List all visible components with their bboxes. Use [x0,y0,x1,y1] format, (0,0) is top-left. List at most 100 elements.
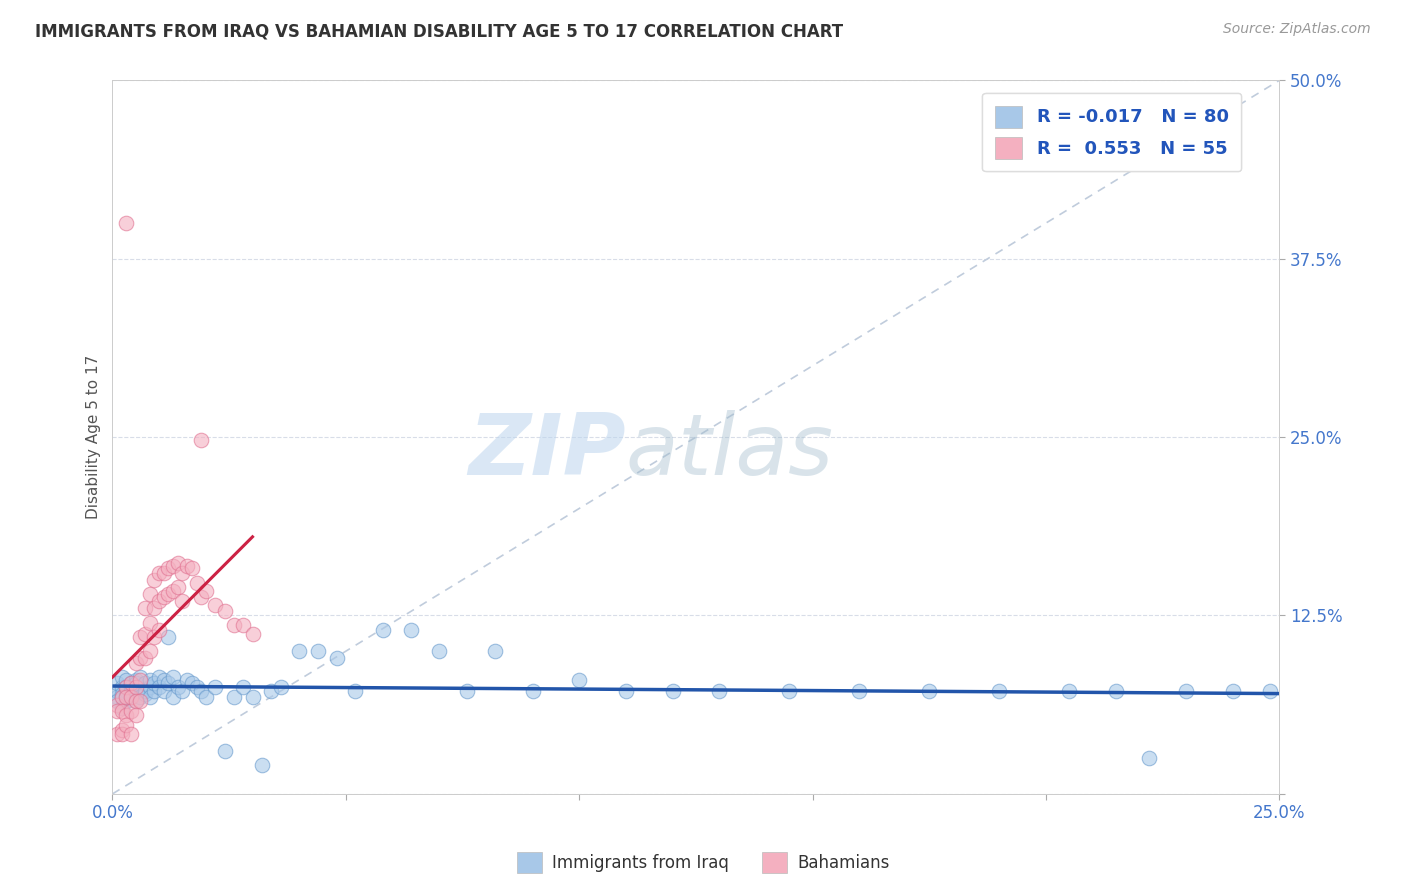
Point [115,684,138,698]
Point [129,673,152,687]
Point [918,684,941,698]
Point [157,675,180,690]
Point [172,594,194,608]
Point [129,630,152,644]
Point [125,673,148,687]
Point [129,694,152,708]
Point [134,675,156,690]
Point [988,684,1011,698]
Point [105,675,128,690]
Point [166,680,188,694]
Point [143,675,166,690]
Point [139,680,162,694]
Point [120,727,142,741]
Point [176,558,198,573]
Point [111,701,134,715]
Point [162,584,184,599]
Point [1137,751,1160,765]
Legend: Immigrants from Iraq, Bahamians: Immigrants from Iraq, Bahamians [510,846,896,880]
Point [157,630,180,644]
Point [134,687,156,701]
Point [232,680,254,694]
Point [307,644,329,658]
Point [111,727,134,741]
Point [111,687,134,701]
Point [105,684,128,698]
Point [125,675,148,690]
Point [115,690,138,704]
Text: ZIP: ZIP [468,409,626,493]
Point [129,670,152,684]
Point [194,690,217,704]
Point [125,656,148,670]
Point [120,675,142,690]
Point [125,680,148,694]
Point [250,758,273,772]
Point [260,684,283,698]
Point [242,627,264,641]
Point [115,216,138,230]
Text: Source: ZipAtlas.com: Source: ZipAtlas.com [1223,22,1371,37]
Point [180,561,202,575]
Point [186,575,208,590]
Point [1258,684,1281,698]
Point [105,690,128,704]
Point [427,644,450,658]
Point [456,684,478,698]
Point [105,694,128,708]
Point [143,684,166,698]
Point [214,604,236,618]
Point [120,675,142,690]
Point [111,704,134,718]
Point [139,644,162,658]
Point [105,704,128,718]
Point [288,644,311,658]
Point [709,684,731,698]
Point [115,673,138,687]
Point [143,601,166,615]
Point [162,558,184,573]
Point [176,673,198,687]
Text: IMMIGRANTS FROM IRAQ VS BAHAMIAN DISABILITY AGE 5 TO 17 CORRELATION CHART: IMMIGRANTS FROM IRAQ VS BAHAMIAN DISABIL… [35,22,844,40]
Point [1105,684,1128,698]
Point [148,566,170,580]
Point [172,684,194,698]
Point [344,684,367,698]
Y-axis label: Disability Age 5 to 17: Disability Age 5 to 17 [86,355,101,519]
Point [204,599,226,613]
Point [162,670,184,684]
Point [190,590,212,604]
Point [143,630,166,644]
Point [568,673,591,687]
Point [522,684,544,698]
Point [157,587,180,601]
Point [153,590,176,604]
Point [614,684,637,698]
Point [148,594,170,608]
Point [111,690,134,704]
Point [120,704,142,718]
Point [105,727,128,741]
Point [778,684,800,698]
Point [115,708,138,723]
Point [125,694,148,708]
Point [148,680,170,694]
Point [1222,684,1244,698]
Point [139,690,162,704]
Point [1059,684,1081,698]
Point [214,744,236,758]
Point [143,573,166,587]
Point [120,684,142,698]
Point [115,680,138,694]
Point [222,618,245,632]
Point [148,623,170,637]
Point [1175,684,1198,698]
Point [180,675,202,690]
Point [186,680,208,694]
Point [399,623,422,637]
Point [190,433,212,447]
Point [484,644,506,658]
Point [120,680,142,694]
Point [166,556,188,570]
Point [139,587,162,601]
